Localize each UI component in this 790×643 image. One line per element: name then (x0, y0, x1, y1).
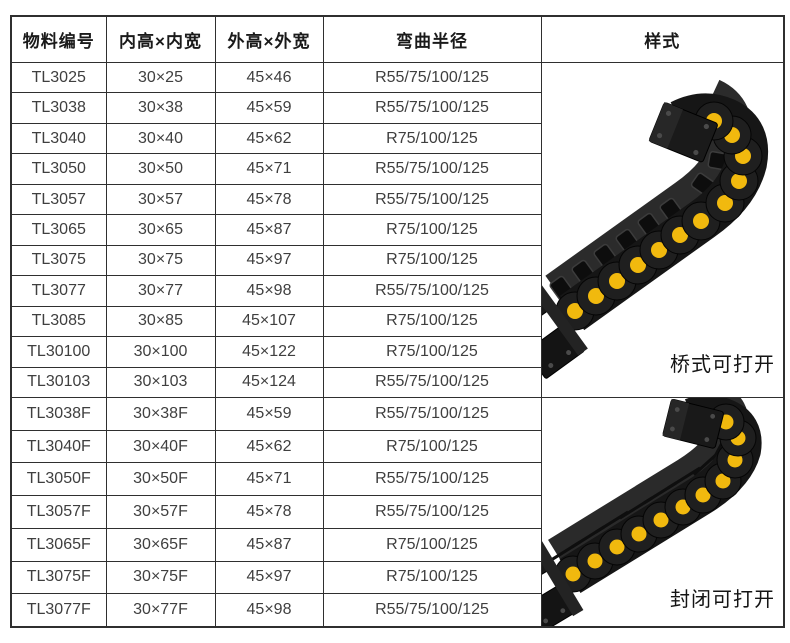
cell-outer-size: 45×87 (214, 214, 324, 246)
header-style: 样式 (540, 15, 785, 63)
cell-bend-radius: R75/100/125 (322, 244, 542, 277)
cell-inner-size: 30×77F (105, 593, 216, 628)
cell-outer-size: 45×62 (214, 122, 324, 155)
cell-bend-radius: R75/100/125 (322, 429, 542, 464)
cell-bend-radius: R55/75/100/125 (322, 366, 542, 399)
cell-outer-size: 45×71 (214, 462, 324, 497)
cell-code: TL30103 (10, 366, 107, 399)
cell-code: TL3050F (10, 462, 107, 497)
cell-bend-radius: R55/75/100/125 (322, 183, 542, 216)
cell-bend-radius: R75/100/125 (322, 527, 542, 562)
table-row: TL3040 30×40 45×62 R75/100/125 (10, 122, 784, 155)
cell-code: TL3065 (10, 214, 107, 246)
header-outer-size: 外高×外宽 (214, 15, 324, 63)
cell-bend-radius: R55/75/100/125 (322, 61, 542, 94)
cell-code: TL30100 (10, 336, 107, 368)
cell-outer-size: 45×62 (214, 429, 324, 464)
cell-code: TL3077F (10, 593, 107, 628)
cell-bend-radius: R55/75/100/125 (322, 275, 542, 307)
cell-bend-radius: R55/75/100/125 (322, 495, 542, 529)
cell-code: TL3065F (10, 527, 107, 562)
cell-code: TL3075 (10, 244, 107, 277)
cell-code: TL3050 (10, 153, 107, 185)
cell-code: TL3025 (10, 61, 107, 94)
table-row: TL3038F 30×38F 45×59 R55/75/100/125 (10, 397, 785, 628)
style-label-closed: 封闭可打开 (670, 589, 775, 611)
table-row: TL3065F 30×65F 45×87 R75/100/125 (10, 527, 784, 562)
cell-bend-radius: R75/100/125 (322, 305, 542, 338)
cell-bend-radius: R75/100/125 (322, 214, 542, 246)
cell-outer-size: 45×78 (214, 495, 324, 529)
cell-code: TL3040 (10, 122, 107, 155)
cell-outer-size: 45×87 (214, 527, 324, 562)
product-spec-page: 物料编号 内高×内宽 外高×外宽 弯曲半径 样式 TL3025 30×25 45… (10, 15, 785, 628)
style-cell-bridge-type: 桥式可打开 (540, 62, 785, 398)
cell-outer-size: 45×71 (214, 153, 324, 185)
cell-inner-size: 30×75F (105, 560, 216, 595)
header-inner-size: 内高×内宽 (105, 15, 216, 63)
cell-code: TL3075F (10, 560, 107, 595)
table-row: TL3050F 30×50F 45×71 R55/75/100/125 (10, 462, 784, 497)
cell-code: TL3077 (10, 275, 107, 307)
closed-chain-photo (542, 398, 762, 626)
cell-bend-radius: R75/100/125 (322, 122, 542, 155)
cell-outer-size: 45×97 (214, 244, 324, 277)
table-row: TL3038 30×38 45×59 R55/75/100/125 (10, 92, 784, 124)
cell-outer-size: 45×124 (214, 366, 324, 399)
table-row: TL3057 30×57 45×78 R55/75/100/125 (10, 183, 784, 216)
cell-bend-radius: R75/100/125 (322, 560, 542, 595)
cell-inner-size: 30×40 (105, 122, 216, 155)
cell-inner-size: 30×57 (105, 183, 216, 216)
cell-bend-radius: R55/75/100/125 (322, 593, 542, 628)
cell-outer-size: 45×46 (214, 61, 324, 94)
table-row: TL30100 30×100 45×122 R75/100/125 (10, 336, 784, 368)
table-row: TL3077F 30×77F 45×98 R55/75/100/125 (10, 593, 784, 628)
cell-inner-size: 30×100 (105, 336, 216, 368)
cell-inner-size: 30×38 (105, 92, 216, 124)
cell-inner-size: 30×75 (105, 244, 216, 277)
cell-inner-size: 30×77 (105, 275, 216, 307)
style-cell-closed-type: 封闭可打开 (540, 397, 785, 628)
drag-chain-spec-table: 物料编号 内高×内宽 外高×外宽 弯曲半径 样式 TL3025 30×25 45… (10, 15, 785, 628)
cell-bend-radius: R55/75/100/125 (322, 153, 542, 185)
table-row: TL3075 30×75 45×97 R75/100/125 (10, 244, 784, 277)
cell-bend-radius: R55/75/100/125 (322, 462, 542, 497)
cell-bend-radius: R55/75/100/125 (322, 92, 542, 124)
table-row: TL3025 30×25 45×46 R55/75/100/125 (10, 61, 785, 398)
cell-inner-size: 30×40F (105, 429, 216, 464)
header-material-code: 物料编号 (10, 15, 107, 63)
cell-outer-size: 45×122 (214, 336, 324, 368)
cell-bend-radius: R75/100/125 (322, 336, 542, 368)
cell-code: TL3057F (10, 495, 107, 529)
table-row: TL30103 30×103 45×124 R55/75/100/125 (10, 366, 784, 399)
cell-inner-size: 30×50 (105, 153, 216, 185)
cell-bend-radius: R55/75/100/125 (322, 397, 542, 431)
cell-inner-size: 30×65F (105, 527, 216, 562)
cell-outer-size: 45×98 (214, 593, 324, 628)
cell-inner-size: 30×25 (105, 61, 216, 94)
cell-code: TL3038 (10, 92, 107, 124)
cell-outer-size: 45×78 (214, 183, 324, 216)
cell-outer-size: 45×97 (214, 560, 324, 595)
cell-outer-size: 45×59 (214, 92, 324, 124)
cell-code: TL3040F (10, 429, 107, 464)
table-row: TL3065 30×65 45×87 R75/100/125 (10, 214, 784, 246)
cell-inner-size: 30×57F (105, 495, 216, 529)
cell-inner-size: 30×65 (105, 214, 216, 246)
cell-inner-size: 30×103 (105, 366, 216, 399)
cell-outer-size: 45×59 (214, 397, 324, 431)
cell-code: TL3085 (10, 305, 107, 338)
cell-code: TL3038F (10, 397, 107, 431)
cell-outer-size: 45×107 (214, 305, 324, 338)
style-label-bridge: 桥式可打开 (670, 354, 775, 376)
table-header-row: 物料编号 内高×内宽 外高×外宽 弯曲半径 样式 (10, 15, 785, 63)
cell-inner-size: 30×38F (105, 397, 216, 431)
cell-code: TL3057 (10, 183, 107, 216)
cell-inner-size: 30×85 (105, 305, 216, 338)
bridge-chain-photo (542, 79, 768, 379)
cell-inner-size: 30×50F (105, 462, 216, 497)
header-bend-radius: 弯曲半径 (322, 15, 542, 63)
cell-outer-size: 45×98 (214, 275, 324, 307)
table-row: TL3057F 30×57F 45×78 R55/75/100/125 (10, 495, 784, 529)
